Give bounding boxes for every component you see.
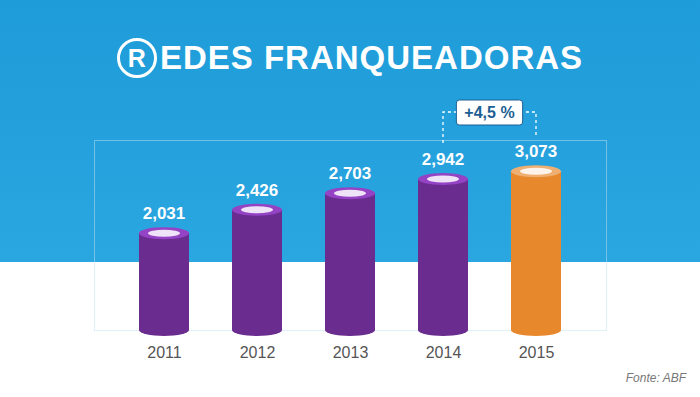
svg-text:2013: 2013 — [333, 344, 369, 361]
svg-text:+4,5 %: +4,5 % — [464, 104, 514, 121]
html-text:R: R — [127, 44, 146, 72]
svg-text:2,426: 2,426 — [236, 181, 279, 200]
html-text:Fonte: ABF: Fonte: ABF — [625, 371, 686, 385]
svg-text:2,031: 2,031 — [143, 204, 186, 223]
svg-text:3,073: 3,073 — [515, 142, 558, 161]
svg-text:2012: 2012 — [240, 344, 276, 361]
html-text:EDES FRANQUEADORAS: EDES FRANQUEADORAS — [159, 39, 584, 76]
svg-text:2,703: 2,703 — [329, 164, 372, 183]
svg-text:2011: 2011 — [147, 344, 182, 361]
svg-text:2015: 2015 — [519, 344, 555, 361]
svg-text:2,942: 2,942 — [422, 150, 465, 169]
svg-text:2014: 2014 — [426, 344, 462, 361]
